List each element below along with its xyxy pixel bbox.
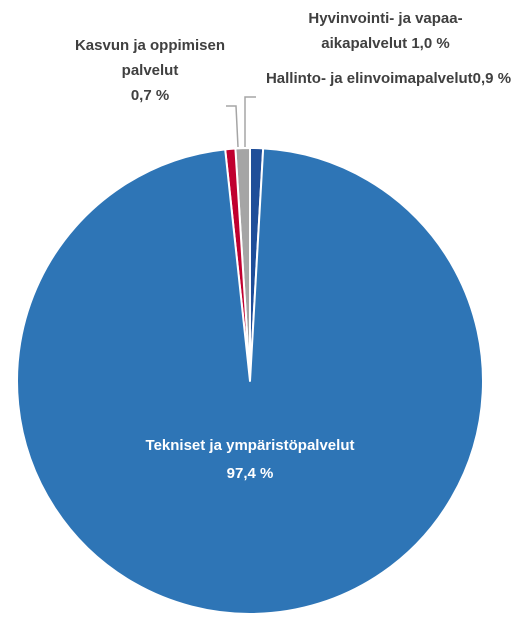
label-hallinto: Hallinto- ja elinvoimapalvelut0,9 % xyxy=(255,66,522,91)
category-label: Hyvinvointi- ja vapaa-aikapalvelut xyxy=(308,10,463,52)
value-label: 0,9 % xyxy=(472,70,512,87)
category-label: Kasvun ja oppimisen palvelut xyxy=(74,37,226,79)
label-hyvinvointi: Hyvinvointi- ja vapaa-aikapalvelut 1,0 % xyxy=(268,6,503,56)
pie-slice xyxy=(16,147,485,615)
leader-line xyxy=(226,105,239,148)
value-label: 1,0 % xyxy=(411,35,450,52)
value-label: 0,7 % xyxy=(130,87,170,104)
category-label: Tekniset ja ympäristöpalvelut xyxy=(145,437,355,454)
value-label: 97,4 % xyxy=(226,465,274,482)
label-kasvun: Kasvun ja oppimisen palvelut 0,7 % xyxy=(45,33,255,108)
label-tekniset: Tekniset ja ympäristöpalvelut 97,4 % xyxy=(60,432,440,488)
leader-line xyxy=(244,96,256,147)
category-label: Hallinto- ja elinvoimapalvelut xyxy=(265,70,473,87)
